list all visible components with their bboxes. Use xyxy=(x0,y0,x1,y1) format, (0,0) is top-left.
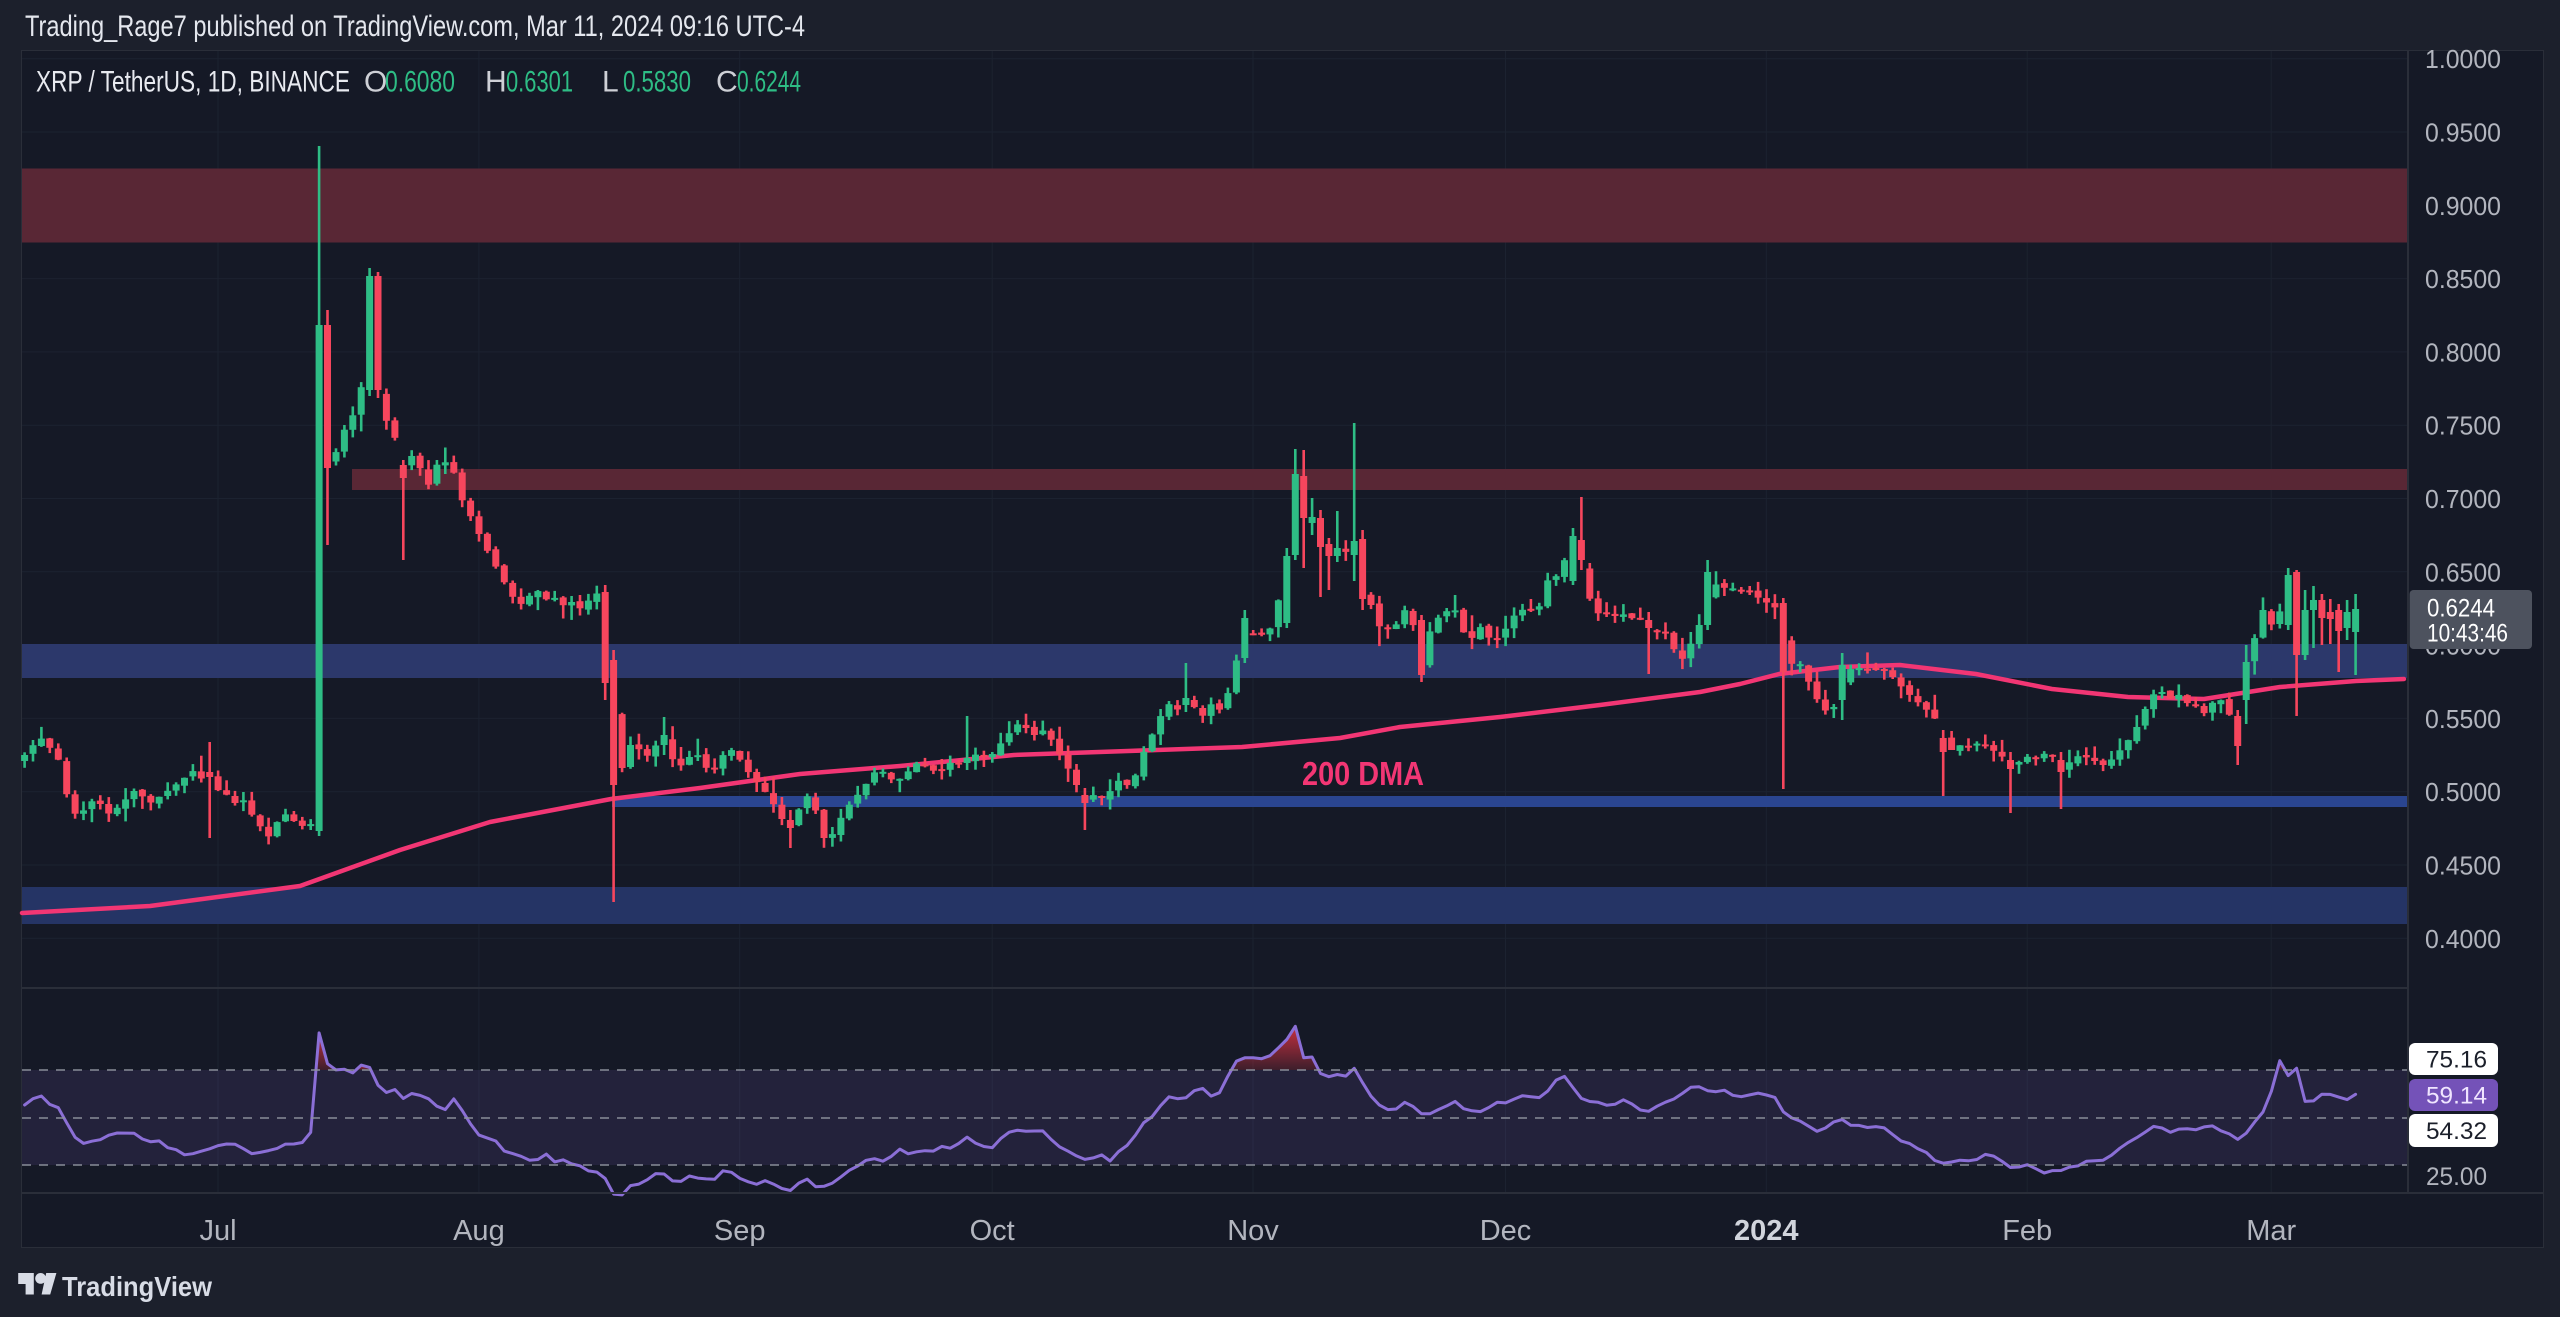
svg-text:Aug: Aug xyxy=(453,1215,505,1247)
svg-text:Trading_Rage7 published on Tra: Trading_Rage7 published on TradingView.c… xyxy=(25,10,805,43)
svg-text:10:43:46: 10:43:46 xyxy=(2427,620,2508,648)
svg-text:0.4000: 0.4000 xyxy=(2425,924,2501,954)
svg-text:L: L xyxy=(602,66,619,99)
svg-text:0.4500: 0.4500 xyxy=(2425,851,2501,881)
svg-text:1.0000: 1.0000 xyxy=(2425,44,2501,74)
svg-text:Sep: Sep xyxy=(714,1215,766,1247)
svg-text:0.6500: 0.6500 xyxy=(2425,557,2501,587)
svg-text:H: H xyxy=(485,66,507,99)
svg-text:59.14: 59.14 xyxy=(2426,1083,2487,1110)
svg-text:C: C xyxy=(716,66,738,99)
svg-text:0.5000: 0.5000 xyxy=(2425,777,2501,807)
svg-text:0.6080: 0.6080 xyxy=(385,66,455,99)
svg-text:Mar: Mar xyxy=(2246,1215,2296,1247)
svg-text:0.9000: 0.9000 xyxy=(2425,191,2501,221)
svg-text:0.5500: 0.5500 xyxy=(2425,704,2501,734)
svg-text:XRP / TetherUS, 1D, BINANCE: XRP / TetherUS, 1D, BINANCE xyxy=(36,66,350,99)
svg-text:0.6244: 0.6244 xyxy=(737,66,801,99)
svg-text:Oct: Oct xyxy=(970,1215,1015,1247)
svg-text:0.7000: 0.7000 xyxy=(2425,484,2501,514)
svg-text:0.9500: 0.9500 xyxy=(2425,118,2501,148)
svg-text:0.6301: 0.6301 xyxy=(506,66,573,99)
svg-text:0.8000: 0.8000 xyxy=(2425,337,2501,367)
svg-text:0.7500: 0.7500 xyxy=(2425,411,2501,441)
svg-text:0.5830: 0.5830 xyxy=(623,66,691,99)
svg-text:0.6244: 0.6244 xyxy=(2427,595,2495,623)
svg-text:O: O xyxy=(364,66,387,99)
svg-text:2024: 2024 xyxy=(1734,1215,1799,1247)
svg-text:75.16: 75.16 xyxy=(2426,1047,2487,1074)
svg-text:200 DMA: 200 DMA xyxy=(1302,755,1424,792)
svg-text:Dec: Dec xyxy=(1480,1215,1532,1247)
svg-text:Jul: Jul xyxy=(199,1215,236,1247)
svg-text:Nov: Nov xyxy=(1227,1215,1279,1247)
svg-text:0.8500: 0.8500 xyxy=(2425,264,2501,294)
svg-text:Feb: Feb xyxy=(2002,1215,2052,1247)
svg-text:25.00: 25.00 xyxy=(2426,1163,2487,1191)
svg-text:TradingView: TradingView xyxy=(62,1271,212,1302)
svg-text:54.32: 54.32 xyxy=(2426,1118,2487,1145)
